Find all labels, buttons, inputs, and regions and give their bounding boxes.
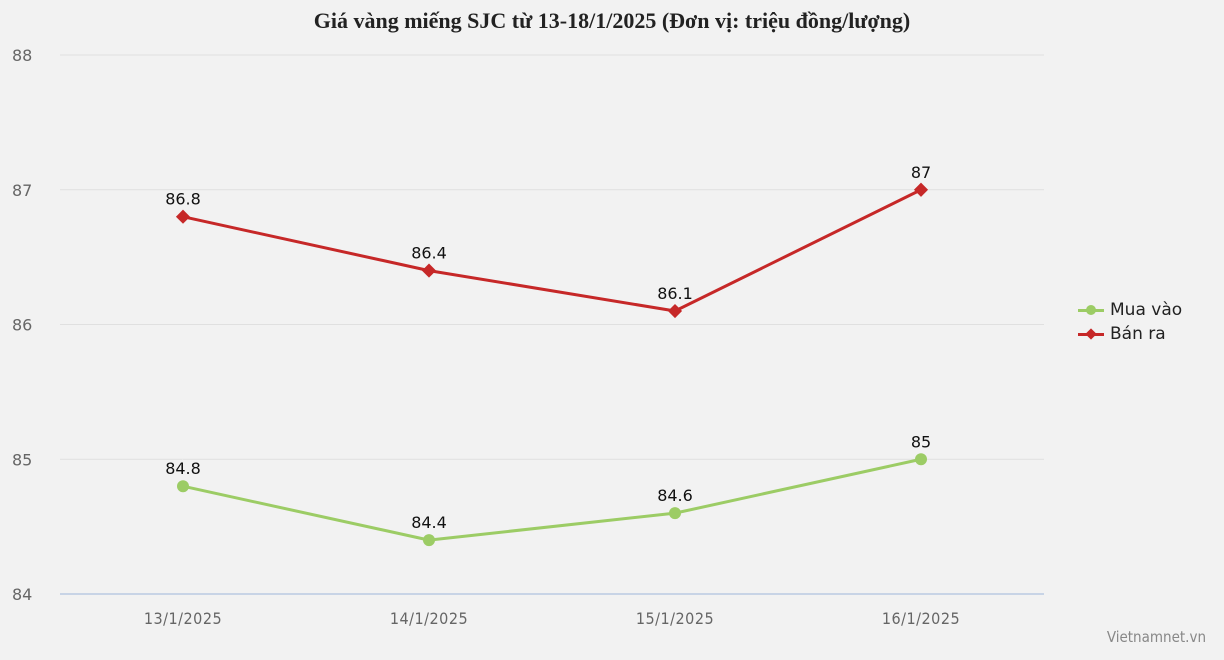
- data-label: 84.8: [165, 459, 201, 478]
- chart-title: Giá vàng miếng SJC từ 13-18/1/2025 (Đơn …: [313, 8, 911, 33]
- legend-label: Bán ra: [1110, 324, 1166, 344]
- data-point-marker: [177, 480, 189, 493]
- y-tick-label: 87: [12, 181, 32, 200]
- data-point-marker: [915, 453, 927, 466]
- x-tick-label: 14/1/2025: [390, 609, 468, 628]
- y-tick-label: 86: [12, 316, 32, 335]
- y-tick-label: 84: [12, 585, 32, 604]
- series-line: [182, 457, 922, 542]
- series-line: [182, 188, 922, 313]
- y-tick-label: 85: [12, 450, 32, 469]
- data-point-marker: [423, 534, 435, 547]
- data-label: 87: [911, 163, 931, 182]
- data-label: 84.6: [657, 486, 693, 505]
- legend: Mua vào Bán ra: [1078, 298, 1182, 346]
- y-tick-label: 88: [12, 46, 32, 65]
- source-credit: Vietnamnet.vn: [1106, 628, 1206, 646]
- data-point-marker: [669, 507, 681, 520]
- data-label: 84.4: [411, 513, 447, 532]
- diamond-marker-icon: [1078, 327, 1104, 341]
- x-tick-label: 15/1/2025: [636, 609, 714, 628]
- data-point-marker: [667, 303, 683, 319]
- data-label: 86.1: [657, 284, 693, 303]
- data-point-marker: [913, 182, 929, 197]
- x-tick-label: 16/1/2025: [882, 609, 960, 628]
- data-label: 86.8: [165, 190, 201, 209]
- data-point-marker: [421, 263, 437, 278]
- circle-marker-icon: [1078, 303, 1104, 317]
- data-label: 86.4: [411, 244, 447, 263]
- data-label: 85: [911, 432, 931, 451]
- legend-item-ban-ra[interactable]: Bán ra: [1078, 322, 1182, 346]
- x-tick-label: 13/1/2025: [144, 609, 222, 628]
- legend-item-mua-vao[interactable]: Mua vào: [1078, 298, 1182, 322]
- data-point-marker: [175, 209, 191, 224]
- legend-label: Mua vào: [1110, 300, 1183, 320]
